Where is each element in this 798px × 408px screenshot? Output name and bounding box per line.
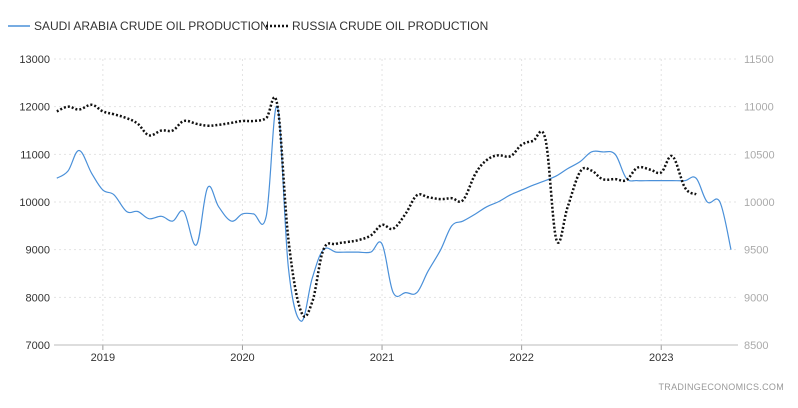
x-tick-label: 2020 [230,352,254,364]
x-tick-label: 2019 [91,352,115,364]
y-left-tick-label: 8000 [26,292,50,304]
x-tick-label: 2021 [370,352,394,364]
source-watermark: TRADINGECONOMICS.COM [658,382,784,392]
y-right-tick-label: 11500 [744,54,774,66]
y-left-tick-label: 13000 [19,54,50,66]
y-left-tick-label: 11000 [20,149,50,161]
x-tick-label: 2022 [509,352,533,364]
axes: 7000 8500 8000 9000 9000 9500 10000 10000 11000 1… [19,54,774,364]
y-right-tick-label: 10000 [744,197,775,209]
y-right-tick-label: 8500 [744,340,768,352]
legend-label-russia: RUSSIA CRUDE OIL PRODUCTION [292,19,488,33]
y-right-tick-label: 9000 [744,292,768,304]
series-line-russia [56,95,697,318]
y-left-tick-label: 7000 [26,340,50,352]
x-tick-label: 2023 [649,352,673,364]
y-right-tick-label: 11000 [744,102,774,114]
y-left-tick-label: 9000 [26,245,50,257]
legend-label-saudi: SAUDI ARABIA CRUDE OIL PRODUCTION [34,19,269,33]
y-left-tick-label: 12000 [19,102,50,114]
y-right-tick-label: 9500 [744,245,768,257]
y-right-tick-label: 10500 [744,149,775,161]
grid [54,58,738,346]
legend: SAUDI ARABIA CRUDE OIL PRODUCTION RUSSIA… [8,19,488,33]
y-left-tick-label: 10000 [19,197,50,209]
series-line-saudi-arabia [56,105,732,322]
series [56,95,732,322]
